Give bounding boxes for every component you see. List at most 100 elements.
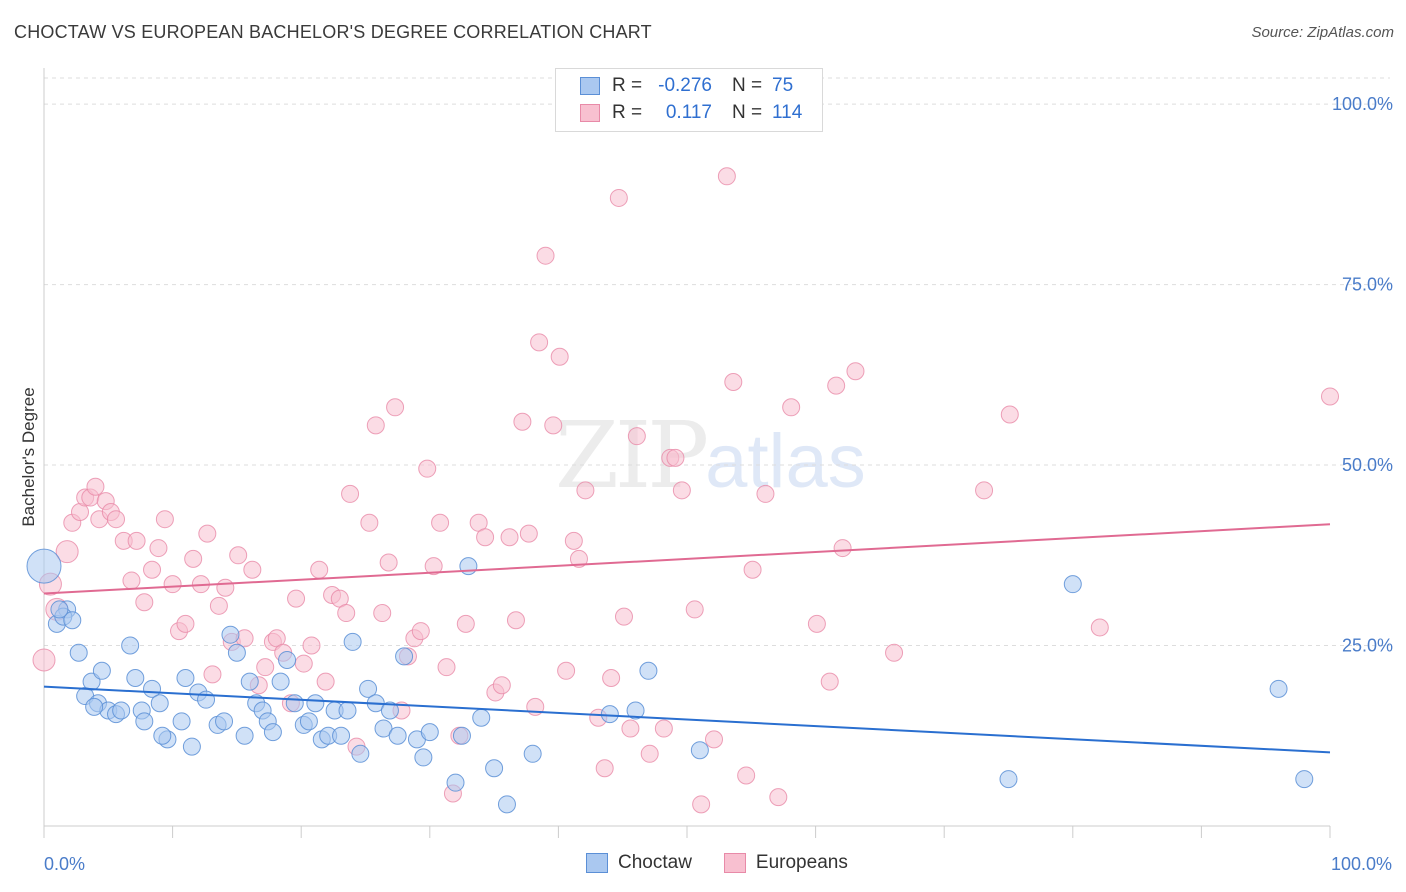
- europeans-point: [576, 481, 595, 500]
- europeans-point: [135, 593, 154, 612]
- europeans-point: [366, 416, 385, 435]
- europeans-point: [666, 448, 685, 467]
- europeans-point: [86, 477, 105, 496]
- europeans-point: [302, 636, 321, 655]
- europeans-point: [654, 719, 673, 738]
- choctaw-point: [176, 669, 195, 688]
- choctaw-point: [626, 701, 645, 720]
- choctaw-point: [395, 647, 414, 666]
- europeans-point: [807, 614, 826, 633]
- europeans-point: [846, 362, 865, 381]
- europeans-point: [705, 730, 724, 749]
- europeans-point: [163, 575, 182, 594]
- choctaw-point: [126, 669, 145, 688]
- choctaw-point: [343, 632, 362, 651]
- europeans-point: [198, 524, 217, 543]
- choctaw-point: [351, 744, 370, 763]
- europeans-trend-line: [43, 523, 1331, 595]
- europeans-point: [550, 347, 569, 366]
- europeans-point: [431, 513, 450, 532]
- europeans-point: [569, 549, 588, 568]
- choctaw-point: [332, 726, 351, 745]
- choctaw-point: [359, 679, 378, 698]
- choctaw-point: [523, 744, 542, 763]
- europeans-point: [685, 600, 704, 619]
- y-axis-label: Bachelor's Degree: [19, 387, 38, 526]
- choctaw-point: [299, 712, 318, 731]
- legend-item-europeans[interactable]: Europeans: [723, 852, 848, 874]
- axes-layer: [43, 68, 1331, 838]
- choctaw-point: [388, 726, 407, 745]
- europeans-point: [310, 560, 329, 579]
- europeans-point: [756, 484, 775, 503]
- watermark-atlas: atlas: [705, 419, 866, 504]
- europeans-point: [229, 546, 248, 565]
- legend-label-choctaw: Choctaw: [618, 852, 692, 873]
- europeans-point: [386, 398, 405, 417]
- choctaw-point: [153, 726, 172, 745]
- choctaw-swatch: [586, 853, 608, 873]
- choctaw-point: [278, 650, 297, 669]
- europeans-point: [536, 246, 555, 265]
- choctaw-point: [459, 557, 478, 576]
- choctaw-point: [306, 694, 325, 713]
- choctaw-point: [69, 643, 88, 662]
- europeans-point: [55, 540, 79, 564]
- chart-title: CHOCTAW VS EUROPEAN BACHELOR'S DEGREE CO…: [14, 22, 652, 42]
- choctaw-point: [172, 712, 191, 731]
- europeans-point: [127, 531, 146, 550]
- choctaw-swatch: [580, 77, 600, 95]
- europeans-point: [176, 614, 195, 633]
- n-label: N =: [732, 75, 763, 96]
- choctaw-point: [1063, 575, 1082, 594]
- choctaw-point: [420, 723, 439, 742]
- europeans-point: [437, 658, 456, 677]
- choctaw-point: [92, 661, 111, 680]
- europeans-point: [885, 643, 904, 662]
- europeans-point: [418, 459, 437, 478]
- europeans-point: [1000, 405, 1019, 424]
- europeans-swatch: [723, 853, 746, 873]
- choctaw-point: [1269, 679, 1288, 698]
- europeans-point: [203, 665, 222, 684]
- choctaw-point: [600, 705, 619, 724]
- europeans-point: [492, 676, 511, 695]
- europeans-point: [316, 672, 335, 691]
- europeans-point: [609, 188, 628, 207]
- europeans-point: [184, 549, 203, 568]
- n-label: N =: [732, 102, 763, 123]
- y-tick-label: 25.0%: [1342, 636, 1393, 656]
- europeans-point: [724, 373, 743, 392]
- europeans-point: [602, 669, 621, 688]
- legend-label-europeans: Europeans: [755, 852, 848, 873]
- legend-item-choctaw[interactable]: Choctaw: [586, 852, 692, 874]
- choctaw-point: [271, 672, 290, 691]
- choctaw-point: [999, 770, 1018, 789]
- europeans-point: [122, 571, 141, 590]
- source-label: Source: ZipAtlas.com: [1251, 24, 1394, 41]
- europeans-point: [975, 481, 994, 500]
- choctaw-point: [338, 701, 357, 720]
- x-tick-label: 100.0%: [1331, 854, 1392, 874]
- choctaw-point: [50, 600, 69, 619]
- europeans-point: [743, 560, 762, 579]
- choctaw-point: [639, 661, 658, 680]
- r-label: R =: [612, 75, 643, 96]
- choctaw-point: [121, 636, 140, 655]
- choctaw-trend-line: [43, 685, 1331, 754]
- legend-row-choctaw: R = -0.276 N = 75: [580, 73, 793, 99]
- europeans-point: [717, 167, 736, 186]
- r-label: R =: [612, 102, 643, 123]
- x-tick-label: 0.0%: [44, 854, 85, 874]
- europeans-point: [287, 589, 306, 608]
- europeans-point: [737, 766, 756, 785]
- y-tick-label: 75.0%: [1342, 275, 1393, 295]
- y-tick-label: 100.0%: [1332, 94, 1393, 114]
- choctaw-point: [227, 643, 246, 662]
- y-tick-label: 50.0%: [1342, 455, 1393, 475]
- choctaw-point: [240, 672, 259, 691]
- grid-layer: [44, 77, 1390, 647]
- europeans-point: [640, 744, 659, 763]
- choctaw-point: [380, 701, 399, 720]
